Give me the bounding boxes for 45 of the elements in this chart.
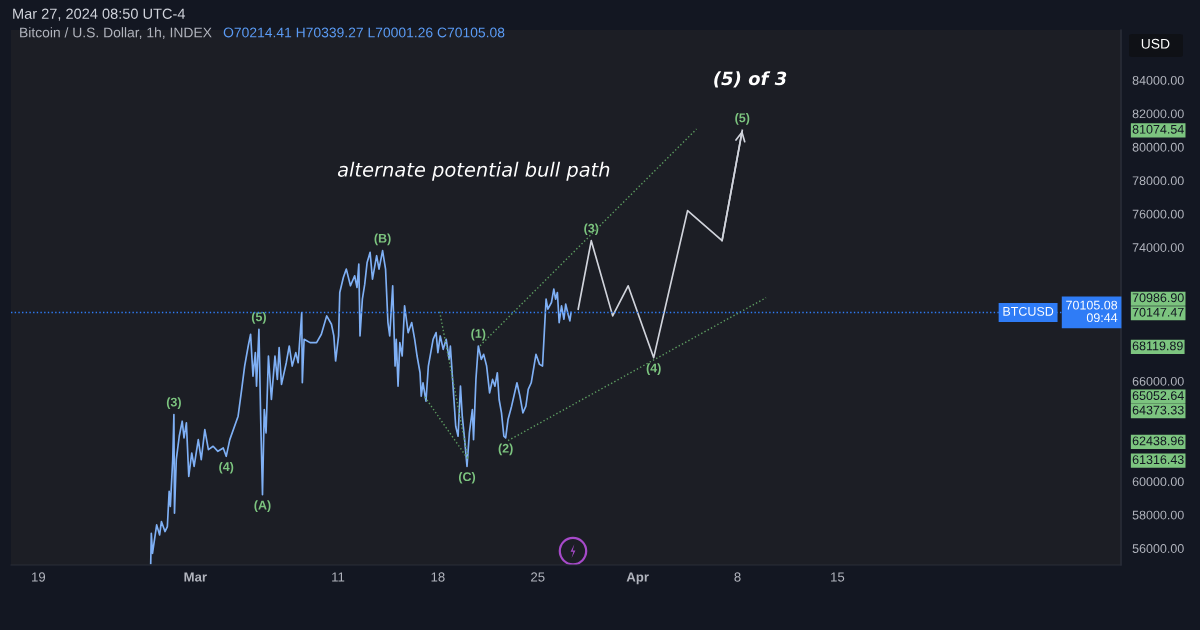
- x-tick-label: 15: [831, 572, 845, 582]
- y2-tick-label: 61316.43: [1132, 455, 1184, 465]
- annotation: 70105.08 09:44: [1066, 300, 1118, 323]
- annotation: alternate potential bull path: [337, 161, 610, 181]
- y-tick-label: 76000.00: [1132, 209, 1184, 219]
- y2-tick-label: 81074.54: [1132, 124, 1184, 134]
- annotation: (5): [735, 113, 750, 125]
- y-tick-label: 78000.00: [1132, 176, 1184, 186]
- chart-title: Bitcoin / U.S. Dollar, 1h, INDEX: [20, 27, 212, 40]
- text: Mar 27, 2024 08:50 UTC-4: [13, 8, 186, 21]
- y2-tick-label: 68119.89: [1132, 341, 1183, 351]
- y2-tick-label: 62438.96: [1132, 436, 1184, 446]
- y2-tick-label: 70147.47: [1132, 307, 1184, 317]
- y2-tick-label: 70986.90: [1132, 293, 1184, 303]
- x-tick-label: 25: [531, 572, 545, 582]
- chart-subtitle: O70214.41 H70339.27 L70001.26 C70105.08: [223, 27, 505, 38]
- annotation: (3): [584, 223, 599, 236]
- x-tick-label: Apr: [626, 572, 649, 585]
- y-tick-label: 58000.00: [1132, 510, 1184, 520]
- y-tick-label: 80000.00: [1132, 142, 1184, 152]
- annotation: (2): [498, 443, 513, 456]
- y-tick-label: 74000.00: [1132, 243, 1184, 252]
- x-tick-label: 11: [332, 572, 345, 582]
- x-tick-label: 18: [431, 572, 445, 582]
- y-tick-label: 82000.00: [1132, 109, 1184, 119]
- x-tick-label: 19: [32, 572, 46, 582]
- annotation: (B): [374, 233, 391, 246]
- annotation: (C): [458, 471, 476, 484]
- annotation: (5): [251, 312, 266, 324]
- annotation: (5) of 3: [714, 71, 787, 88]
- annotation: (4): [646, 363, 661, 375]
- y-tick-label: 60000.00: [1132, 477, 1184, 487]
- y2-tick-label: 64373.33: [1132, 405, 1184, 415]
- y-tick-label: 66000.00: [1132, 376, 1184, 386]
- y-axis-title: USD: [1141, 38, 1170, 49]
- y2-tick-label: 65052.64: [1132, 391, 1184, 401]
- annotation: (4): [219, 461, 234, 474]
- x-tick-label: 8: [734, 572, 741, 582]
- annotation: (1): [471, 328, 486, 341]
- ref-line-label: BTCUSD: [1003, 306, 1054, 316]
- annotation: (3): [166, 397, 181, 409]
- y-tick-label: 84000.00: [1132, 75, 1184, 85]
- x-tick-label: Mar: [184, 572, 207, 582]
- y-tick-label: 56000.00: [1132, 544, 1184, 553]
- annotation: (A): [254, 500, 271, 512]
